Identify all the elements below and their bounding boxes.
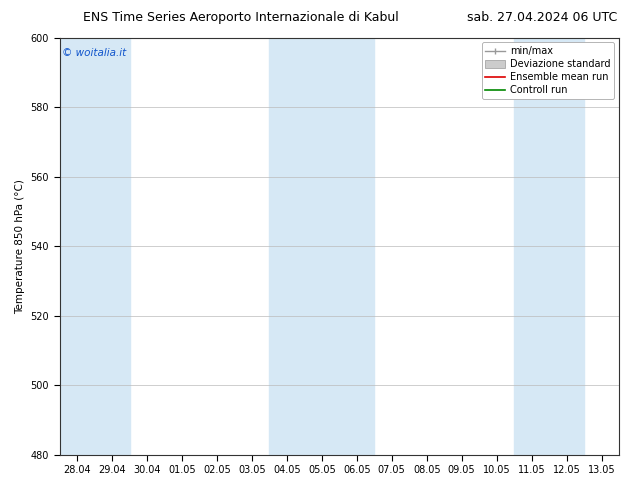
Text: ENS Time Series Aeroporto Internazionale di Kabul: ENS Time Series Aeroporto Internazionale… — [83, 11, 399, 24]
Bar — [549, 38, 584, 455]
Bar — [339, 38, 374, 455]
Text: sab. 27.04.2024 06 UTC: sab. 27.04.2024 06 UTC — [467, 11, 617, 24]
Y-axis label: Temperature 850 hPa (°C): Temperature 850 hPa (°C) — [15, 179, 25, 314]
Legend: min/max, Deviazione standard, Ensemble mean run, Controll run: min/max, Deviazione standard, Ensemble m… — [482, 43, 614, 99]
Bar — [304, 38, 339, 455]
Bar — [60, 38, 94, 455]
Bar — [269, 38, 304, 455]
Text: © woitalia.it: © woitalia.it — [62, 48, 127, 58]
Bar — [94, 38, 129, 455]
Bar — [514, 38, 549, 455]
